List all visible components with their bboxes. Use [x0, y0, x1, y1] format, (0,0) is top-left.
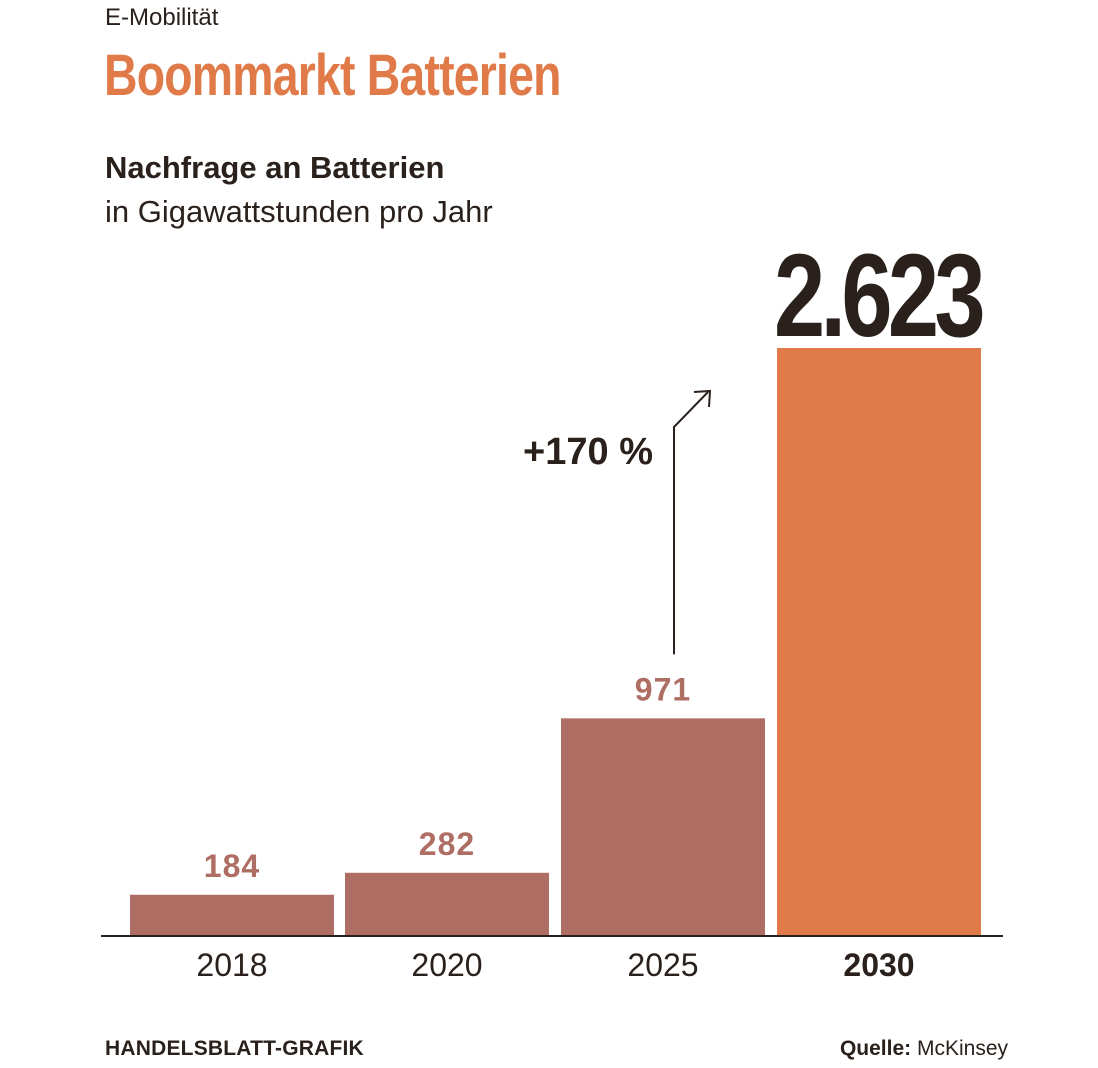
source-value: McKinsey — [916, 1037, 1008, 1060]
growth-annotation: +170 % — [523, 431, 653, 473]
chart-kicker: E-Mobilität — [105, 4, 219, 31]
source-label: Quelle: — [839, 1037, 912, 1060]
bar-2020 — [345, 872, 549, 936]
chart-title: Nachfrage an Batterien — [105, 150, 445, 185]
x-tick-label-2020: 2020 — [411, 947, 482, 983]
bar-2018 — [130, 894, 334, 936]
growth-arrow-head — [693, 389, 712, 408]
chart-unit-label: in Gigawattstunden pro Jahr — [105, 194, 493, 229]
source-note: Quelle: McKinsey — [840, 1037, 1008, 1061]
value-label-2030: 2.623 — [774, 230, 983, 362]
growth-arrow — [673, 391, 709, 655]
bar-chart: 184 2018 282 2020 971 2025 2.623 2030 +170 % — [101, 230, 1003, 983]
credit-label: HANDELSBLATT-GRAFIK — [105, 1037, 364, 1060]
value-label-2020: 282 — [419, 826, 475, 862]
value-label-2025: 971 — [635, 671, 691, 707]
chart-headline: Boommarkt Batterien — [104, 43, 561, 108]
x-tick-label-2030: 2030 — [843, 947, 914, 983]
bar-2030 — [777, 348, 981, 936]
x-tick-label-2018: 2018 — [196, 947, 267, 983]
value-label-2018: 184 — [204, 848, 260, 884]
bar-2025 — [561, 718, 765, 936]
x-tick-label-2025: 2025 — [627, 947, 698, 983]
